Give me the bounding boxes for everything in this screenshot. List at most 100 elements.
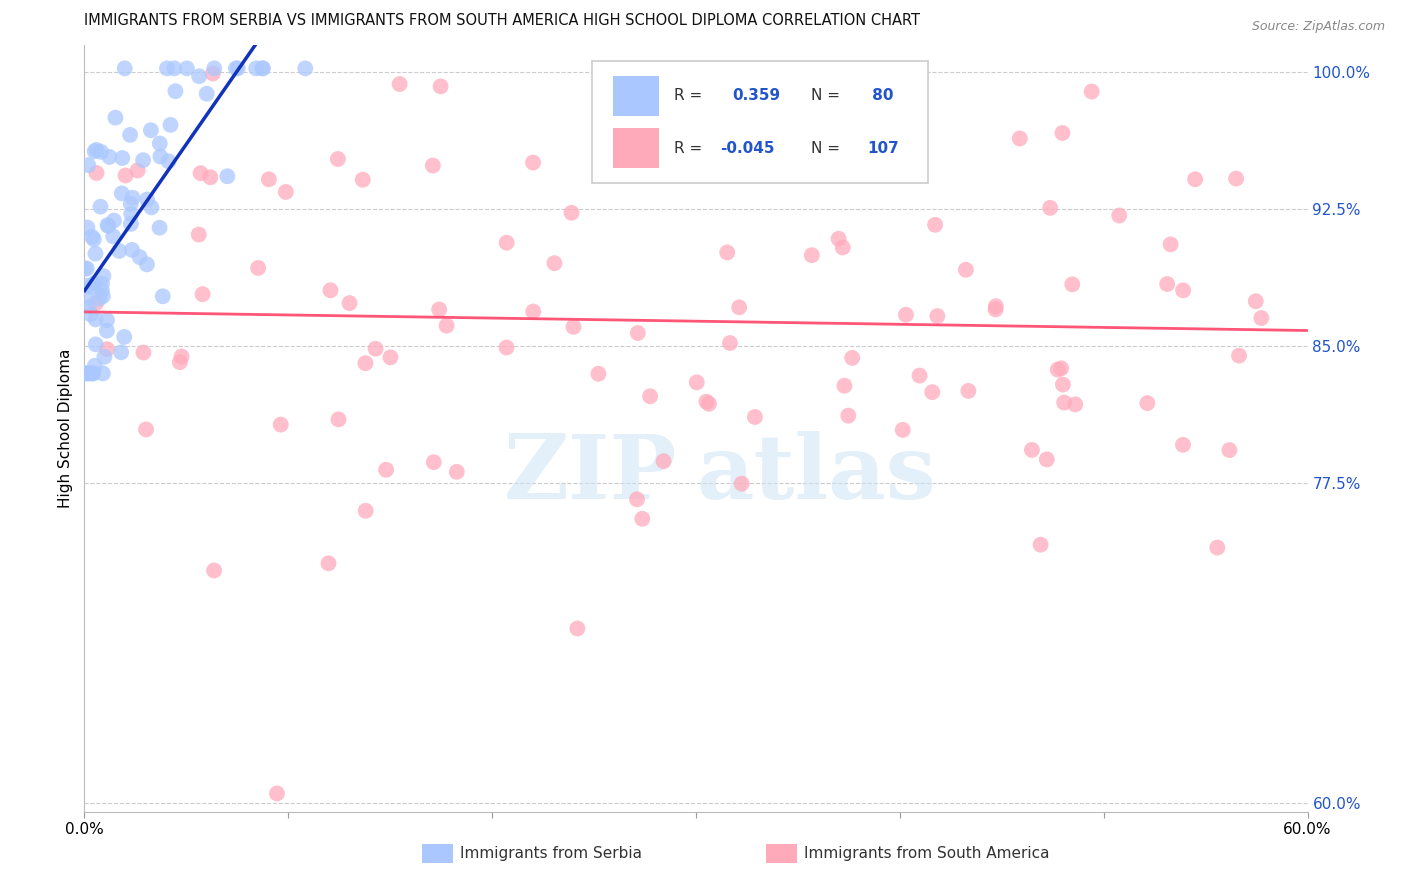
Point [120, 217, 142, 231]
Point [187, 227, 209, 242]
Point [984, 299, 1007, 313]
Point [201, 66, 224, 80]
Point [1064, 397, 1087, 411]
Text: IMMIGRANTS FROM SERBIA VS IMMIGRANTS FROM SOUTH AMERICA HIGH SCHOOL DIPLOMA CORR: IMMIGRANTS FROM SERBIA VS IMMIGRANTS FRO… [84, 13, 921, 29]
Point [422, 159, 444, 173]
Point [163, 62, 186, 76]
Point [114, 62, 136, 76]
Point [176, 62, 198, 76]
Point [354, 356, 377, 370]
Point [84, 312, 107, 326]
Point [908, 368, 931, 383]
Point [80, 367, 103, 381]
Point [84, 296, 107, 310]
Point [225, 62, 247, 76]
Point [631, 512, 654, 526]
Point [522, 155, 544, 169]
Point [436, 318, 458, 333]
Point [266, 787, 288, 801]
Point [429, 79, 451, 94]
Point [446, 465, 468, 479]
Point [1062, 277, 1084, 292]
Text: 0.359: 0.359 [733, 88, 780, 103]
Point [1021, 442, 1043, 457]
Point [75, 367, 97, 381]
Point [1244, 294, 1267, 309]
Point [141, 201, 163, 215]
Point [827, 232, 849, 246]
Point [721, 138, 744, 153]
Point [114, 169, 136, 183]
Point [257, 172, 280, 186]
Point [202, 564, 225, 578]
Point [149, 149, 172, 163]
Point [104, 111, 127, 125]
Point [77, 300, 100, 314]
Point [91, 367, 114, 381]
Point [83, 232, 105, 246]
Point [326, 152, 349, 166]
Point [98, 150, 121, 164]
Point [716, 245, 738, 260]
Point [96, 313, 118, 327]
Point [103, 213, 125, 227]
Text: N =: N = [811, 141, 845, 156]
Point [96, 324, 118, 338]
Point [132, 345, 155, 359]
Point [156, 62, 179, 76]
Point [97, 218, 120, 232]
Point [927, 309, 949, 323]
Point [139, 123, 162, 137]
Point [1080, 85, 1102, 99]
Point [339, 296, 361, 310]
Text: R =: R = [673, 141, 707, 156]
Point [83, 359, 105, 373]
Point [86, 166, 108, 180]
Point [1160, 237, 1182, 252]
Point [84, 337, 107, 351]
Point [80, 280, 103, 294]
Point [121, 243, 143, 257]
Point [921, 385, 943, 400]
Point [120, 207, 142, 221]
Point [638, 389, 661, 403]
Point [427, 302, 450, 317]
Point [121, 191, 143, 205]
Point [200, 170, 222, 185]
Point [984, 302, 1007, 317]
Text: 107: 107 [868, 141, 898, 156]
Text: atlas: atlas [696, 431, 936, 517]
Point [76, 292, 98, 306]
Point [157, 154, 180, 169]
Text: R =: R = [673, 88, 707, 103]
Point [127, 163, 149, 178]
Point [170, 350, 193, 364]
Point [696, 132, 718, 146]
Point [495, 341, 517, 355]
Point [89, 292, 111, 306]
Y-axis label: High School Diploma: High School Diploma [58, 349, 73, 508]
Point [686, 376, 709, 390]
Point [730, 476, 752, 491]
Point [103, 229, 125, 244]
Point [924, 218, 946, 232]
Point [522, 304, 544, 318]
Point [132, 153, 155, 168]
Point [252, 62, 274, 76]
Point [955, 262, 977, 277]
Point [318, 557, 340, 571]
Point [77, 158, 100, 172]
Point [89, 200, 111, 214]
Point [120, 128, 142, 142]
Point [588, 367, 610, 381]
Point [136, 193, 159, 207]
Point [728, 301, 751, 315]
Point [567, 622, 589, 636]
Point [76, 261, 98, 276]
Point [252, 62, 274, 76]
Bar [613, 76, 659, 116]
Point [1171, 283, 1194, 297]
Point [149, 136, 172, 151]
Point [90, 145, 112, 159]
Point [652, 454, 675, 468]
